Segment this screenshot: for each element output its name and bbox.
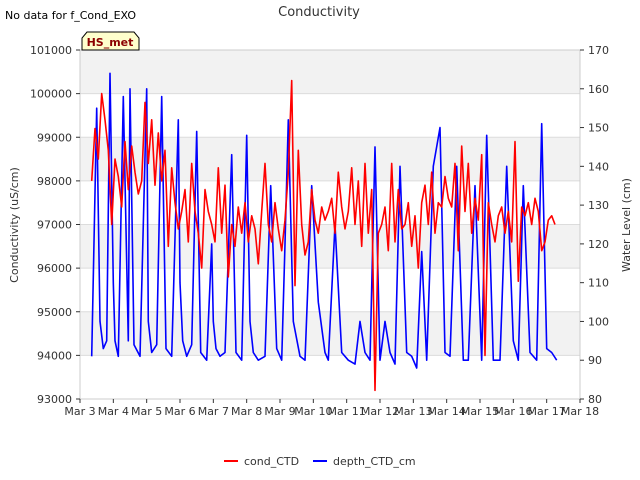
y-right-tick-label: 110: [588, 277, 609, 290]
y-axis-left: 93000 94000 95000 96000 97000 98000 99000 10000…: [30, 44, 80, 406]
no-data-note: No data for f_Cond_EXO: [5, 9, 136, 22]
background-band: [80, 50, 580, 94]
y-left-tick-label: 97000: [37, 219, 72, 232]
y-right-tick-label: 140: [588, 160, 609, 173]
x-tick-label: Mar 10: [294, 405, 332, 418]
hs-met-badge: HS_met: [81, 31, 140, 51]
x-tick-label: Mar 11: [328, 405, 366, 418]
x-tick-label: Mar 16: [494, 405, 532, 418]
y-left-tick-label: 99000: [37, 131, 72, 144]
legend: cond_CTD depth_CTD_cm: [224, 455, 416, 468]
x-tick-label: Mar 15: [461, 405, 499, 418]
y-axis-right: 80 90 100 110 120 130 140 150 160 170: [580, 44, 609, 406]
y-right-tick-label: 80: [588, 393, 602, 406]
y-right-tick-label: 90: [588, 354, 602, 367]
y-left-tick-label: 101000: [30, 44, 72, 57]
y-right-tick-label: 120: [588, 238, 609, 251]
y-right-tick-label: 160: [588, 83, 609, 96]
x-tick-label: Mar 7: [198, 405, 229, 418]
x-tick-label: Mar 13: [394, 405, 432, 418]
x-tick-label: Mar 14: [428, 405, 466, 418]
y-left-tick-label: 98000: [37, 175, 72, 188]
series-line-cond-ctd: [90, 79, 556, 392]
y-right-tick-label: 170: [588, 44, 609, 57]
y-left-tick-label: 100000: [30, 88, 72, 101]
y-right-tick-label: 130: [588, 199, 609, 212]
x-tick-label: Mar 18: [561, 405, 599, 418]
x-tick-label: Mar 9: [264, 405, 295, 418]
badge-shape: [81, 31, 140, 51]
series-line-depth-ctd-cm: [90, 72, 558, 369]
y-left-tick-label: 95000: [37, 306, 72, 319]
y-right-tick-label: 150: [588, 122, 609, 135]
y-left-axis-title: Conductivity (uS/cm): [8, 167, 21, 283]
chart-title: Conductivity: [278, 5, 360, 20]
badge-label: HS_met: [87, 36, 134, 49]
x-tick-label: Mar 5: [131, 405, 162, 418]
legend-label-cond: cond_CTD: [244, 455, 299, 468]
x-tick-label: Mar 8: [231, 405, 262, 418]
x-tick-label: Mar 17: [528, 405, 566, 418]
x-tick-label: Mar 4: [98, 405, 129, 418]
y-left-tick-label: 96000: [37, 262, 72, 275]
x-tick-label: Mar 12: [361, 405, 399, 418]
series-layer: [90, 72, 558, 392]
y-left-tick-label: 93000: [37, 393, 72, 406]
y-right-axis-title: Water Level (cm): [620, 178, 633, 272]
x-tick-label: Mar 6: [164, 405, 195, 418]
y-left-tick-label: 94000: [37, 349, 72, 362]
x-tick-label: Mar 3: [64, 405, 95, 418]
y-right-tick-label: 100: [588, 315, 609, 328]
legend-label-depth: depth_CTD_cm: [333, 455, 416, 468]
